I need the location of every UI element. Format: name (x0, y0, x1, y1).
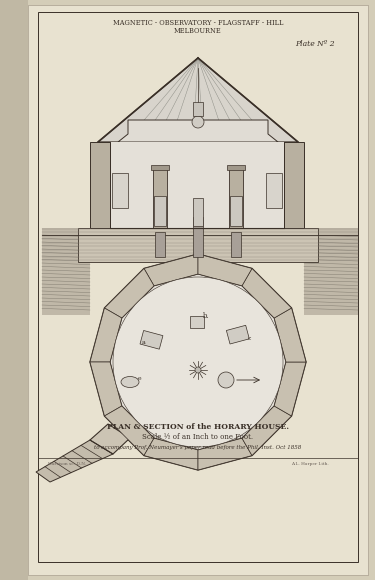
Circle shape (113, 277, 283, 447)
Polygon shape (105, 406, 154, 455)
Bar (42, 235, 90, 315)
Bar (153, 168, 167, 228)
Bar (231, 232, 241, 257)
Bar (193, 102, 203, 116)
Bar (140, 331, 163, 349)
Polygon shape (105, 269, 154, 318)
Circle shape (195, 367, 201, 373)
Text: Plate Nº 2: Plate Nº 2 (295, 40, 335, 48)
Bar (304, 235, 358, 315)
Circle shape (218, 372, 234, 388)
Polygon shape (198, 438, 252, 470)
Text: PLAN & SECTION of the HORARY HOUSE.: PLAN & SECTION of the HORARY HOUSE. (107, 423, 289, 431)
Ellipse shape (121, 376, 139, 387)
Bar (266, 173, 282, 208)
Polygon shape (242, 269, 291, 318)
Text: A.L. Harper Lith.: A.L. Harper Lith. (291, 462, 329, 466)
Bar (284, 142, 304, 228)
Bar (110, 142, 284, 228)
Bar (155, 232, 165, 257)
Text: c: c (248, 336, 252, 341)
Text: MELBOURNE: MELBOURNE (174, 27, 222, 35)
Polygon shape (274, 362, 306, 416)
Text: e: e (138, 376, 142, 381)
Bar (227, 165, 245, 170)
Polygon shape (98, 58, 298, 142)
Circle shape (192, 116, 204, 128)
Polygon shape (90, 308, 122, 362)
Bar (226, 325, 249, 344)
Polygon shape (110, 274, 286, 450)
Polygon shape (28, 5, 368, 575)
Text: a: a (142, 340, 146, 345)
Polygon shape (242, 406, 291, 455)
Bar (42, 228, 78, 262)
Polygon shape (144, 438, 198, 470)
Text: Harrison sc. D.N.: Harrison sc. D.N. (48, 462, 86, 466)
Text: Scale ½ of an Inch to one Foot.: Scale ½ of an Inch to one Foot. (142, 433, 254, 441)
Polygon shape (90, 362, 122, 416)
Polygon shape (274, 308, 306, 362)
Text: b.: b. (203, 312, 210, 320)
Polygon shape (90, 254, 306, 470)
Bar (229, 168, 243, 228)
Polygon shape (36, 440, 113, 482)
Bar (318, 228, 358, 262)
Polygon shape (0, 0, 28, 580)
Polygon shape (90, 424, 130, 454)
Bar (90, 142, 110, 228)
Bar (151, 165, 169, 170)
Bar (78, 228, 318, 262)
Bar (193, 198, 203, 226)
Bar (190, 316, 204, 328)
Bar (193, 217, 203, 257)
Bar (154, 196, 166, 226)
Bar (230, 196, 242, 226)
Polygon shape (144, 254, 198, 286)
Text: to accompany Prof. Neumayer's paper read before the Phil. Inst. Oct 1858: to accompany Prof. Neumayer's paper read… (94, 445, 302, 451)
Polygon shape (198, 254, 252, 286)
Bar (38, 12, 358, 562)
Text: MAGNETIC - OBSERVATORY - FLAGSTAFF - HILL: MAGNETIC - OBSERVATORY - FLAGSTAFF - HIL… (113, 19, 283, 27)
Bar (112, 173, 128, 208)
Polygon shape (118, 120, 278, 142)
